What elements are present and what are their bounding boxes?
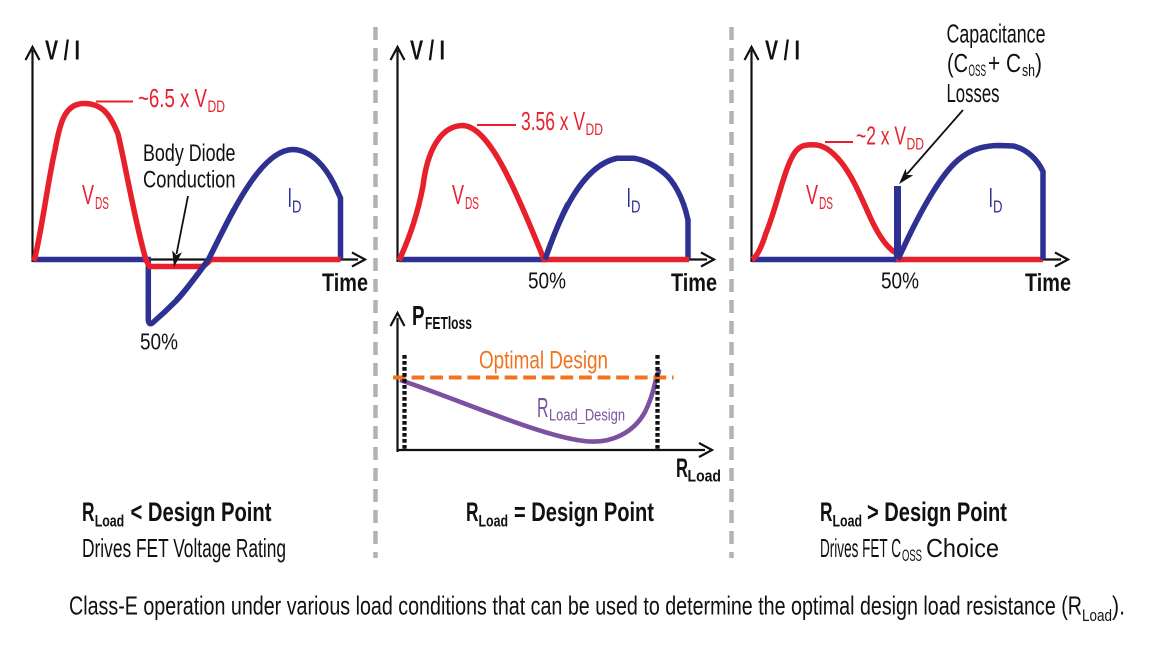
svg-text:R: R: [676, 453, 688, 483]
svg-text:50%: 50%: [528, 268, 566, 294]
svg-text:R: R: [537, 392, 549, 423]
svg-text:FETloss: FETloss: [425, 313, 472, 333]
svg-text:P: P: [412, 300, 425, 331]
svg-text:~6.5 x V: ~6.5 x V: [138, 83, 207, 113]
svg-text:R: R: [820, 497, 833, 527]
svg-text:R: R: [82, 497, 95, 527]
svg-text:Optimal Design: Optimal Design: [479, 347, 608, 375]
svg-text:DD: DD: [586, 120, 604, 139]
svg-text:DS: DS: [465, 193, 479, 213]
svg-text:Load_Design: Load_Design: [549, 406, 625, 425]
svg-text:Load: Load: [833, 512, 863, 531]
svg-text:V / I: V / I: [765, 35, 800, 66]
svg-text:V / I: V / I: [45, 35, 80, 66]
svg-text:Drives FET C: Drives FET C: [820, 533, 901, 563]
svg-text:DD: DD: [907, 135, 925, 154]
svg-text:(C: (C: [947, 48, 968, 78]
svg-text:OSS: OSS: [902, 546, 922, 565]
svg-text:Load: Load: [1082, 607, 1112, 625]
svg-text:Load: Load: [479, 512, 509, 531]
svg-text:Choice: Choice: [926, 533, 999, 563]
svg-text:V: V: [82, 179, 94, 210]
svg-text:D: D: [292, 197, 302, 217]
svg-text:V: V: [452, 179, 464, 210]
svg-text:> Design Point: > Design Point: [867, 497, 1007, 527]
svg-text:DS: DS: [95, 193, 109, 213]
svg-text:= Design Point: = Design Point: [514, 497, 654, 527]
svg-text:V / I: V / I: [410, 35, 445, 66]
svg-text:Drives FET Voltage Rating: Drives FET Voltage Rating: [82, 533, 286, 563]
svg-text:Load: Load: [688, 467, 722, 486]
svg-text:sh: sh: [1022, 61, 1035, 80]
svg-text:R: R: [466, 497, 479, 527]
svg-text:Capacitance: Capacitance: [947, 19, 1046, 49]
svg-text:~2 x V: ~2 x V: [856, 121, 906, 151]
svg-text:Conduction: Conduction: [143, 167, 236, 194]
svg-text:OSS: OSS: [969, 61, 987, 80]
svg-text:I: I: [989, 182, 994, 213]
svg-text:I: I: [288, 182, 293, 213]
svg-text:Load: Load: [95, 512, 125, 531]
svg-text:Body Diode: Body Diode: [143, 140, 236, 167]
svg-text:).: ).: [1112, 591, 1125, 621]
svg-text:): ): [1035, 48, 1042, 78]
svg-text:D: D: [993, 197, 1003, 217]
svg-text:Class-E operation under variou: Class-E operation under various load con…: [69, 591, 1082, 621]
svg-text:+ C: + C: [988, 48, 1021, 78]
svg-text:Time: Time: [322, 269, 368, 297]
svg-text:I: I: [627, 182, 632, 213]
svg-text:3.56 x V: 3.56 x V: [521, 106, 585, 136]
svg-text:50%: 50%: [140, 329, 178, 355]
svg-text:DS: DS: [819, 193, 833, 213]
svg-text:Time: Time: [671, 269, 717, 297]
svg-text:Time: Time: [1025, 269, 1071, 297]
svg-text:Losses: Losses: [947, 78, 1000, 108]
svg-text:50%: 50%: [881, 268, 919, 294]
svg-text:V: V: [806, 179, 818, 210]
svg-text:D: D: [631, 197, 641, 217]
svg-text:< Design Point: < Design Point: [131, 497, 272, 527]
svg-text:DD: DD: [208, 97, 226, 116]
